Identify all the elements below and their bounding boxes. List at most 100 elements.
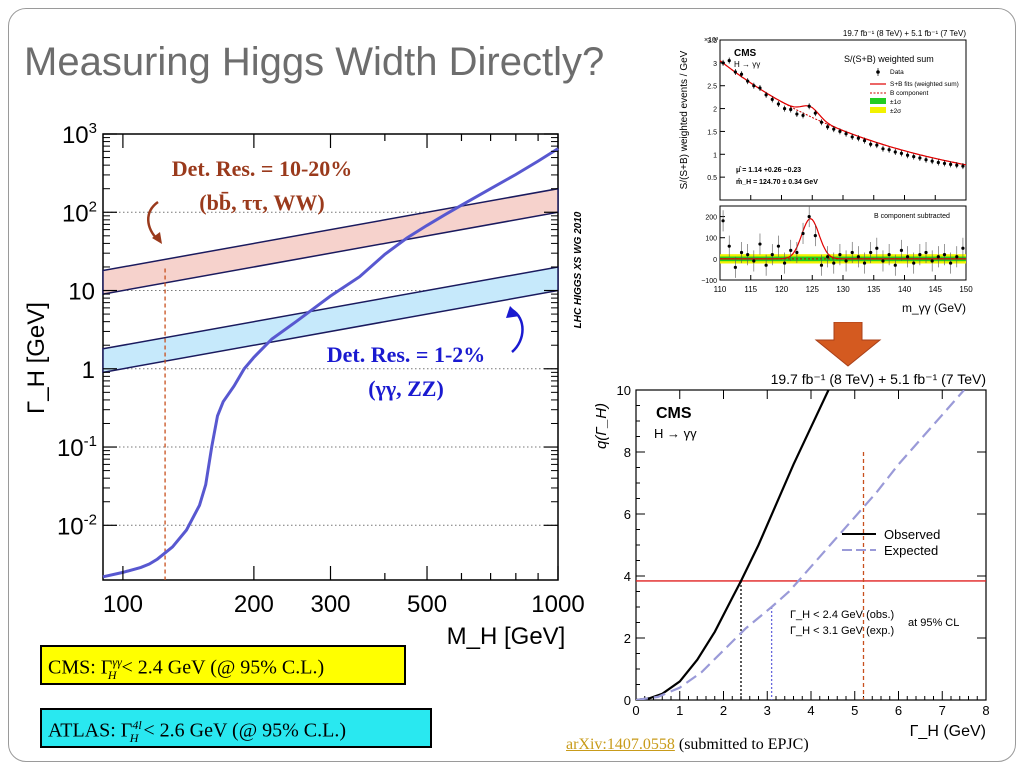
tr-data-point — [801, 113, 805, 118]
tr-lower-point — [721, 219, 725, 223]
left-xlabel: M_H [GeV] — [447, 623, 566, 650]
slide-title: Measuring Higgs Width Directly? — [24, 40, 605, 84]
tr-data-point — [764, 93, 768, 97]
left-ytick-label: 10 — [68, 279, 95, 306]
tr-lower-point — [776, 244, 781, 248]
tr-xtick-label: 140 — [898, 285, 912, 294]
tr-xtick-label: 150 — [959, 285, 973, 294]
br-xtick-label: 0 — [632, 703, 639, 718]
tr-lower-point — [899, 248, 904, 252]
left-ylabel: Γ_H [GeV] — [23, 302, 50, 414]
tr-lower-point — [887, 253, 891, 257]
tr-legend-1sigma — [870, 98, 886, 104]
tr-fit-mu: μ̂ = 1.14 +0.26 −0.23 — [736, 166, 801, 174]
tr-legend-2sigma — [870, 107, 886, 113]
tr-data-point — [893, 150, 897, 154]
tr-ytick-label: 1 — [713, 152, 717, 159]
br-expected-curve — [636, 390, 965, 700]
tr-data-point — [881, 147, 885, 151]
br-legend-expected-label: Expected — [884, 543, 938, 558]
br-xtick-label: 3 — [764, 703, 771, 718]
tr-ytick-label: 1.5 — [707, 129, 717, 136]
tr-lumi: 19.7 fb⁻¹ (8 TeV) + 5.1 fb⁻¹ (7 TeV) — [843, 29, 966, 38]
tr-data-point — [875, 143, 879, 147]
br-experiment: CMS — [656, 405, 692, 422]
br-channel: H → γγ — [654, 426, 697, 441]
tr-lower-point — [961, 246, 965, 250]
tr-lower-point — [955, 255, 959, 259]
band1-arrowhead-icon — [152, 232, 162, 244]
tr-data-point — [782, 106, 787, 111]
tr-ytick-label: 3.5 — [707, 38, 717, 45]
tr-data-point — [807, 104, 811, 108]
tr-ytick-label: 3 — [713, 61, 717, 68]
tr-data-point — [887, 148, 891, 152]
tr-lower-point — [838, 253, 842, 257]
tr-lower-point — [752, 259, 756, 263]
tr-legend-label: B component — [890, 90, 928, 97]
left-xtick-label: 1000 — [531, 591, 584, 618]
atlas-result-box: ATLAS: Γ4lH < 2.6 GeV (@ 95% C.L.) — [40, 708, 432, 748]
tr-lower-point — [739, 250, 744, 255]
tr-data-point — [936, 160, 940, 165]
left-ytick-label: 1 — [82, 357, 95, 384]
tr-fit-mass: m̂_H = 124.70 ± 0.34 GeV — [736, 178, 818, 186]
tr-data-point — [850, 135, 854, 139]
tr-lower-point — [869, 250, 873, 255]
tr-lower-point — [850, 250, 854, 255]
cms-result-sub: H — [107, 667, 117, 682]
tr-lower-ytick-label: 0 — [713, 257, 717, 264]
left-ytick-label: 10-1 — [57, 433, 97, 462]
tr-data-point — [838, 129, 842, 134]
br-ylabel: q(Γ_H) — [593, 403, 610, 449]
down-arrow-icon — [814, 322, 882, 367]
left-ytick-label: 102 — [62, 198, 97, 227]
br-xtick-label: 1 — [676, 703, 683, 718]
tr-data-point — [942, 161, 947, 166]
tr-data-point — [949, 162, 953, 166]
br-xtick-label: 4 — [807, 703, 814, 718]
br-xtick-label: 5 — [851, 703, 858, 718]
watermark: LHC HIGGS XS WG 2010 — [573, 211, 584, 328]
br-xtick-label: 7 — [939, 703, 946, 718]
tr-data-point — [905, 153, 910, 157]
left-xtick-label: 500 — [407, 591, 447, 618]
tr-data-point — [826, 125, 830, 129]
br-ytick-label: 2 — [624, 631, 631, 646]
br-limit-exp: Γ_H < 3.1 GeV (exp.) — [790, 625, 894, 637]
cms-result-prefix: CMS: Γ — [48, 656, 113, 679]
br-ytick-label: 10 — [617, 383, 631, 398]
left-ytick-label: 103 — [62, 120, 97, 149]
br-legend-observed-label: Observed — [884, 527, 940, 542]
left-xtick-label: 200 — [234, 591, 274, 618]
br-ytick-label: 8 — [624, 445, 631, 460]
tr-xlabel: m_γγ (GeV) — [902, 301, 966, 315]
tr-signal-peak — [720, 218, 966, 260]
tr-data-point — [899, 151, 904, 155]
arxiv-link[interactable]: arXiv:1407.0558 — [566, 736, 675, 753]
tr-lower-point — [875, 246, 879, 250]
br-xtick-label: 2 — [720, 703, 727, 718]
tr-lower-point — [930, 259, 934, 263]
tr-lower-point — [770, 253, 774, 257]
br-xtick-label: 8 — [982, 703, 989, 718]
tr-lower-point — [832, 261, 836, 265]
tr-legend-label: ±1σ — [890, 99, 901, 106]
tr-data-point — [721, 61, 725, 65]
br-cl: at 95% CL — [908, 617, 959, 629]
tr-xtick-label: 110 — [714, 285, 727, 294]
cms-mass-plot: 19.7 fb⁻¹ (8 TeV) + 5.1 fb⁻¹ (7 TeV) 0.5… — [679, 29, 973, 315]
tr-legend-label: Data — [890, 69, 904, 76]
tr-lower-point — [936, 255, 940, 259]
br-observed-curve — [636, 390, 830, 700]
br-xlabel: Γ_H (GeV) — [910, 723, 986, 740]
tr-data-point — [752, 84, 756, 88]
tr-data-point — [924, 158, 928, 162]
tr-data-point — [869, 142, 873, 146]
left-xtick-label: 300 — [310, 591, 350, 618]
tr-lower-point — [826, 255, 830, 259]
tr-xtick-label: 125 — [806, 285, 820, 294]
higgs-width-curve — [102, 147, 559, 579]
tr-upper-frame — [719, 39, 967, 201]
tr-xtick-label: 115 — [744, 285, 757, 294]
